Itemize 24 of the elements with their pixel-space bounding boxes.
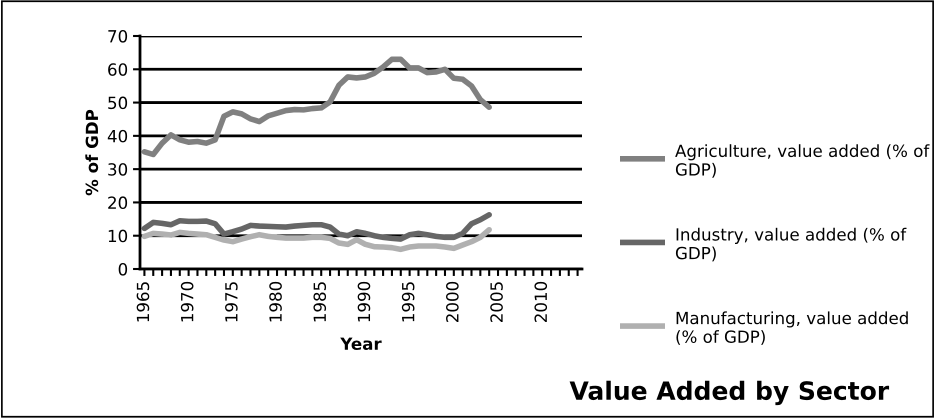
legend-label: Industry, value added (% of GDP) [676, 228, 906, 262]
x-tick-label: 1995 [402, 282, 414, 322]
y-tick-label: 20 [108, 196, 128, 209]
x-tick-label: 1965 [136, 282, 150, 322]
x-tick-label: 1980 [269, 282, 282, 322]
legend-label: Manufacturing, value added (% of GDP) [676, 311, 908, 345]
x-axis-title: Year [340, 338, 382, 350]
x-tick-label: 2000 [446, 282, 459, 322]
y-axis-title: % of GDP [85, 110, 98, 196]
x-tick-label: 2010 [534, 282, 548, 322]
y-tick-label: 50 [108, 96, 128, 110]
y-tick-label: 0 [118, 262, 128, 276]
y-tick-label: 70 [108, 30, 128, 43]
y-tick-label: 60 [108, 63, 128, 76]
x-tick-label: 1990 [358, 282, 370, 322]
y-tick-label: 30 [108, 163, 128, 176]
x-tick-label: 1970 [180, 282, 194, 322]
y-tick-label: 40 [108, 130, 128, 142]
text: Value Added by Sector [570, 380, 890, 406]
x-tick-label: 1975 [225, 282, 238, 322]
legend-label: Agriculture, value added (% of GDP) [675, 144, 930, 178]
x-tick-label: 1985 [313, 282, 326, 322]
y-tick-label: 10 [108, 230, 128, 242]
x-tick-label: 2005 [490, 282, 503, 322]
